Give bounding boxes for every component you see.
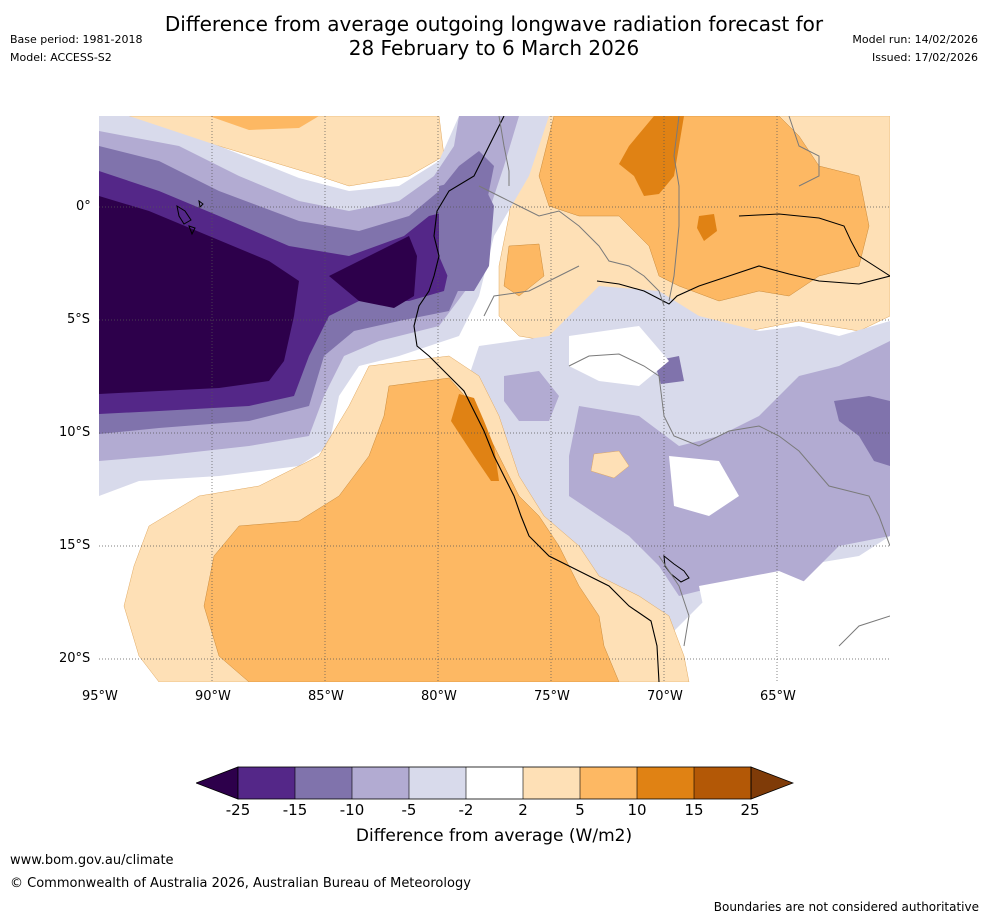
amazon-river — [596, 265, 890, 305]
colorbar-extend-low — [196, 766, 239, 800]
model-run: Model run: 14/02/2026 — [852, 33, 978, 46]
lon-label-85w: 85°W — [308, 689, 344, 704]
olr-anomaly-map — [99, 116, 890, 682]
colorbar-swatch-4 — [409, 767, 466, 799]
colorbar-swatch-2 — [295, 767, 352, 799]
light-orange-south — [203, 377, 620, 682]
colorbar-swatch-3 — [352, 767, 409, 799]
colorbar-swatch-8 — [637, 767, 694, 799]
model-name: Model: ACCESS-S2 — [10, 51, 112, 64]
lat-label-20s: 20°S — [59, 651, 91, 666]
orange-northeast — [619, 116, 684, 196]
title-line-2: 28 February to 6 March 2026 — [348, 36, 640, 60]
colorbar-tick: -15 — [282, 801, 308, 819]
colorbar-tick: 2 — [518, 801, 528, 819]
lon-label-75w: 75°W — [534, 689, 570, 704]
orange-coastal-peru — [451, 394, 499, 481]
light-purple-east — [569, 341, 890, 596]
national-boundaries — [478, 116, 890, 647]
deep-purple-east-lobe — [329, 236, 417, 308]
pale-orange-island — [590, 450, 630, 479]
coastline-south-america — [413, 116, 660, 682]
colorbar-tick: -25 — [225, 801, 251, 819]
light-orange-top-patch — [209, 116, 319, 130]
mid-purple-coastal — [439, 176, 494, 291]
colorbar-swatch-9 — [694, 767, 751, 799]
galapagos-islands — [176, 199, 204, 236]
white-gap-far-south — [699, 571, 890, 682]
mid-purple-east — [834, 396, 890, 466]
title-line-1: Difference from average outgoing longwav… — [164, 12, 824, 36]
colorbar-swatch-7 — [580, 767, 637, 799]
colorbar-extend-high — [750, 766, 794, 800]
gridlines — [99, 116, 890, 682]
light-orange-small-west — [503, 243, 545, 297]
colorbar-tick: -10 — [339, 801, 365, 819]
lon-label-90w: 90°W — [195, 689, 231, 704]
colorbar-tick: 25 — [740, 801, 760, 819]
colorbar — [196, 766, 794, 800]
lon-label-65w: 65°W — [760, 689, 796, 704]
lat-label-10s: 10°S — [59, 425, 91, 440]
lon-label-80w: 80°W — [421, 689, 457, 704]
deep-purple-core — [99, 196, 299, 394]
colorbar-swatch-1 — [238, 767, 295, 799]
colorbar-tick: 5 — [575, 801, 585, 819]
colorbar-tick: -5 — [401, 801, 417, 819]
lat-label-5s: 5°S — [67, 312, 91, 327]
colorbar-dividers — [294, 767, 695, 799]
colorbar-swatch-6 — [523, 767, 580, 799]
lat-label-15s: 15°S — [59, 538, 91, 553]
lon-label-95w: 95°W — [82, 689, 118, 704]
light-purple-patch-west — [504, 371, 559, 421]
colorbar-tick: 15 — [684, 801, 704, 819]
river-north — [738, 213, 890, 277]
white-gap-central — [569, 326, 669, 386]
colorbar-label: Difference from average (W/m2) — [355, 826, 633, 846]
colorbar-tick: -2 — [458, 801, 474, 819]
colorbar-swatch-5 — [466, 767, 523, 799]
bom-website-link[interactable]: www.bom.gov.au/climate — [10, 853, 174, 868]
copyright-notice: © Commonwealth of Australia 2026, Austra… — [10, 876, 471, 891]
lon-label-70w: 70°W — [647, 689, 683, 704]
colorbar-outline — [237, 766, 752, 800]
boundaries-disclaimer: Boundaries are not considered authoritat… — [713, 900, 979, 914]
issued-date: Issued: 17/02/2026 — [871, 51, 978, 64]
orange-patch-small — [697, 214, 717, 241]
colorbar-tick: 10 — [627, 801, 647, 819]
white-gap-south — [669, 456, 739, 516]
chart-title: Difference from average outgoing longwav… — [0, 12, 988, 60]
base-period: Base period: 1981-2018 — [10, 33, 143, 46]
lat-label-0: 0° — [76, 199, 91, 214]
